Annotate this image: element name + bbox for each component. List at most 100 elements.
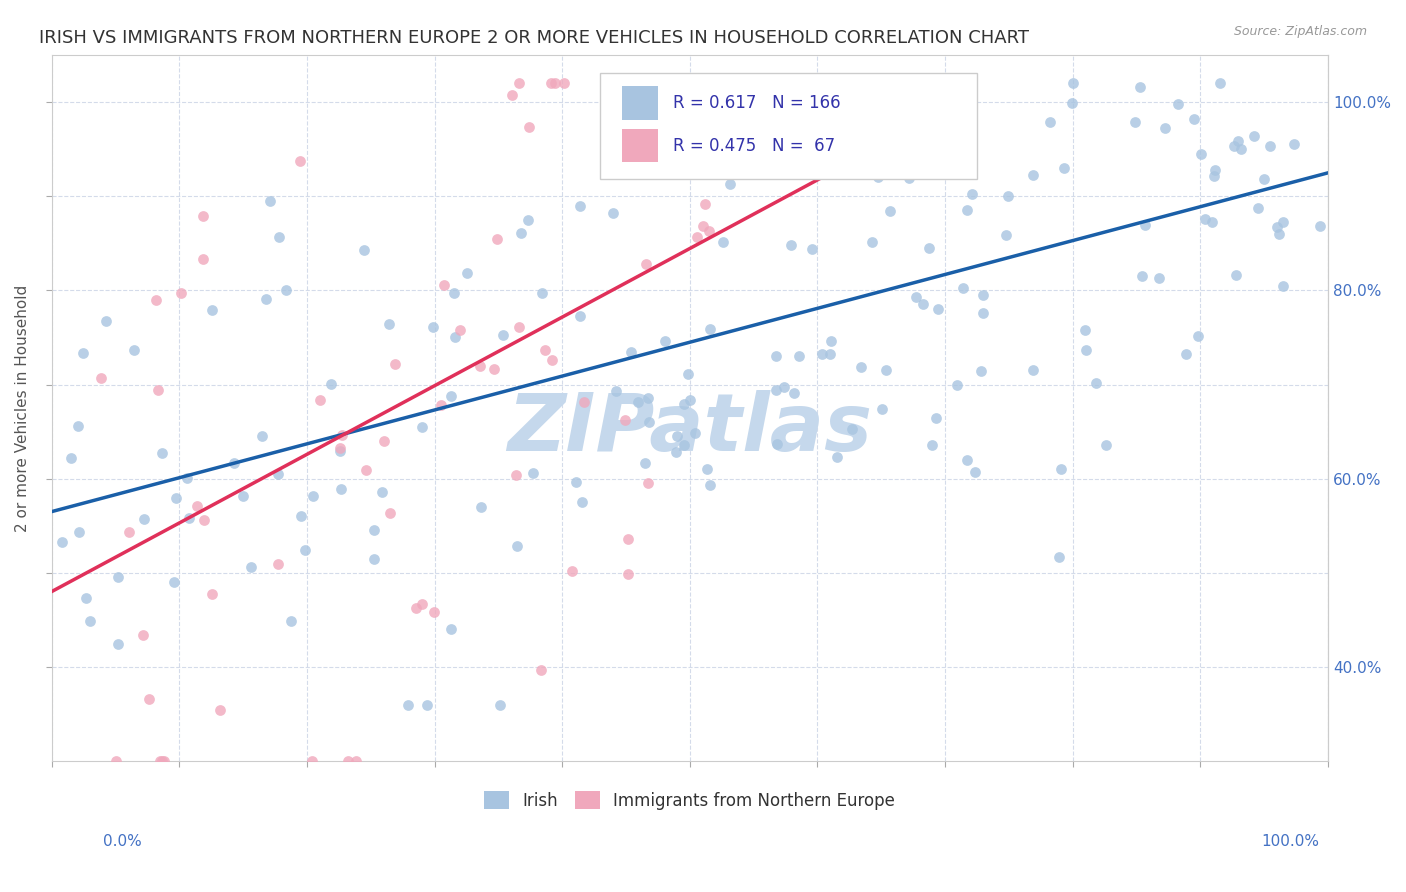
Point [429, 398, 451, 412]
Point [569, 199, 592, 213]
Point [860, 235, 883, 249]
Point [530, 663, 553, 677]
Point [165, 491, 187, 505]
Point [1243, 128, 1265, 143]
Point [294, 543, 316, 558]
Point [683, 425, 706, 440]
Point [616, 567, 638, 582]
Point [138, 692, 160, 706]
Point [107, 637, 129, 651]
Point [1052, 161, 1074, 176]
Point [470, 500, 492, 515]
Point [72, 346, 94, 360]
Point [849, 360, 872, 375]
Point [276, 283, 298, 297]
Point [873, 113, 896, 128]
Point [468, 359, 491, 373]
Point [772, 380, 794, 394]
Point [783, 386, 806, 401]
Point [267, 467, 290, 482]
Point [150, 446, 173, 460]
Point [995, 228, 1018, 243]
Point [960, 186, 983, 201]
Point [718, 177, 741, 191]
Point [1194, 211, 1216, 226]
Point [972, 287, 994, 301]
Point [329, 483, 352, 497]
Point [875, 363, 897, 377]
Point [970, 364, 993, 378]
Point [711, 235, 734, 249]
Point [841, 422, 863, 436]
Point [569, 310, 592, 324]
Point [1223, 139, 1246, 153]
Text: 100.0%: 100.0% [1261, 834, 1319, 848]
Point [163, 574, 186, 589]
Point [186, 499, 208, 513]
Point [1149, 271, 1171, 285]
Point [766, 437, 789, 451]
Point [356, 463, 378, 477]
Point [288, 153, 311, 168]
Point [714, 76, 737, 90]
Point [1022, 363, 1045, 377]
Point [363, 523, 385, 537]
Point [952, 281, 974, 295]
Point [254, 293, 277, 307]
Point [153, 754, 176, 768]
Point [818, 346, 841, 360]
Point [540, 76, 562, 90]
Point [875, 121, 897, 136]
Point [232, 489, 254, 503]
Point [346, 754, 368, 768]
Point [371, 485, 394, 500]
Point [193, 513, 215, 527]
Point [927, 301, 949, 316]
Point [416, 698, 439, 712]
Point [1022, 168, 1045, 182]
Point [132, 628, 155, 642]
Point [1062, 95, 1084, 110]
Point [191, 209, 214, 223]
Point [872, 401, 894, 416]
Point [1133, 218, 1156, 232]
Point [544, 76, 567, 90]
Point [972, 306, 994, 320]
Point [1047, 549, 1070, 564]
Point [1187, 329, 1209, 343]
Point [384, 357, 406, 371]
Text: ZIPatlas: ZIPatlas [508, 391, 872, 468]
Point [440, 622, 463, 636]
Point [634, 257, 657, 271]
Point [1062, 76, 1084, 90]
Point [911, 297, 934, 311]
Point [925, 410, 948, 425]
Point [1174, 346, 1197, 360]
Point [330, 428, 353, 442]
Point [67, 524, 90, 539]
Point [956, 452, 979, 467]
Text: 0.0%: 0.0% [103, 834, 142, 848]
Point [965, 465, 987, 479]
Point [1260, 138, 1282, 153]
Point [505, 468, 527, 483]
Point [396, 698, 419, 712]
Text: R = 0.617   N = 166: R = 0.617 N = 166 [673, 95, 841, 112]
Text: Source: ZipAtlas.com: Source: ZipAtlas.com [1233, 25, 1367, 38]
Point [811, 347, 834, 361]
Point [329, 442, 352, 456]
Point [519, 120, 541, 134]
Point [780, 238, 803, 252]
Point [637, 475, 659, 490]
Point [693, 197, 716, 211]
Point [1129, 80, 1152, 95]
Point [201, 587, 224, 601]
Point [686, 229, 709, 244]
Point [508, 319, 530, 334]
Point [259, 194, 281, 208]
Point [440, 389, 463, 403]
Point [1282, 136, 1305, 151]
Point [1265, 220, 1288, 235]
Point [239, 560, 262, 574]
Point [602, 206, 624, 220]
